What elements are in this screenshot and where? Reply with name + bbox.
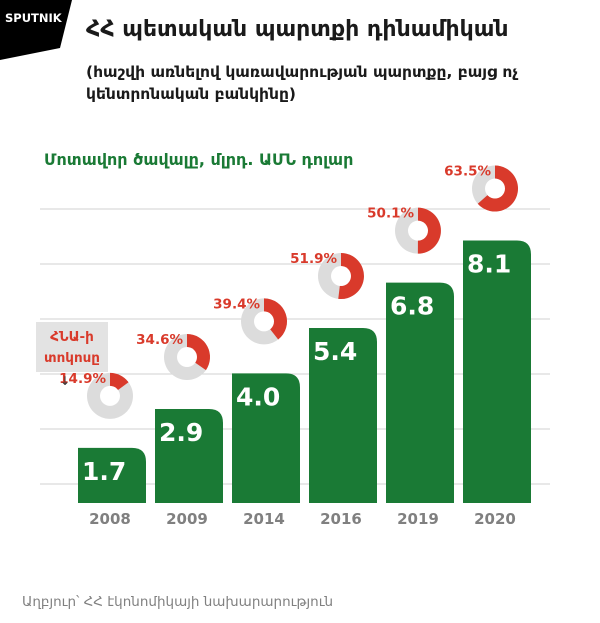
bar-value-label: 5.4 [313,337,357,366]
percent-label: 51.9% [290,251,337,267]
source-note: Աղբյուր՝ ՀՀ էկոնոմիկայի նախարարություն [22,594,334,610]
donut-hole [100,385,120,406]
bar-2019 [386,282,454,503]
bar-value-label: 4.0 [236,382,280,411]
donut-hole [408,220,428,241]
donut-slice [264,298,287,340]
x-tick-label: 2009 [166,510,208,528]
x-tick-label: 2020 [474,510,516,528]
bar-value-label: 1.7 [82,457,126,486]
donut-hole [177,347,197,368]
bar-value-label: 8.1 [467,250,511,279]
logo-text: SPUTNIK [5,11,63,25]
page-subtitle: (հաշվի առնելով կառավարության պարտքը, բայ… [86,63,519,103]
donut-hole [254,311,274,332]
x-tick-label: 2008 [89,510,131,528]
x-tick-label: 2019 [397,510,439,528]
percent-label: 14.9% [59,371,106,387]
page-title: ՀՀ պետական պարտքի դինամիկան [86,17,509,42]
donut-slice [187,334,211,371]
percent-label: 39.4% [213,296,260,312]
annotation-arrow: ↓ [60,374,70,388]
percent-label: 34.6% [136,332,183,348]
annotation-line1: ՀՆԱ-ի [50,329,94,345]
donut-slice [338,253,364,300]
annotation-box [36,322,108,372]
donut-hole [485,178,505,199]
bar-2009 [155,409,223,503]
bar-2016 [309,328,377,503]
annotation-line2: տոկոսը [44,350,100,366]
percent-label: 50.1% [367,206,414,222]
donut-slice [417,207,441,254]
debt-bar-chart: 1.7 2008 14.9% 2.9 2009 34.6% 4.0 2014 39.4% 5.4 2… [36,164,550,528]
x-tick-label: 2016 [320,510,362,528]
bar-2008 [78,447,146,503]
sputnik-logo: SPUTNIK [0,0,72,60]
percent-label: 63.5% [444,164,491,180]
bar-2014 [232,373,300,503]
donut-hole [331,266,351,287]
x-tick-label: 2014 [243,510,285,528]
bar-value-label: 2.9 [159,418,203,447]
y-axis-label: Մոտավոր ծավալը, մլրդ. ԱՄՆ դոլար [44,150,354,169]
bar-2020 [463,240,531,503]
bar-value-label: 6.8 [390,292,434,321]
